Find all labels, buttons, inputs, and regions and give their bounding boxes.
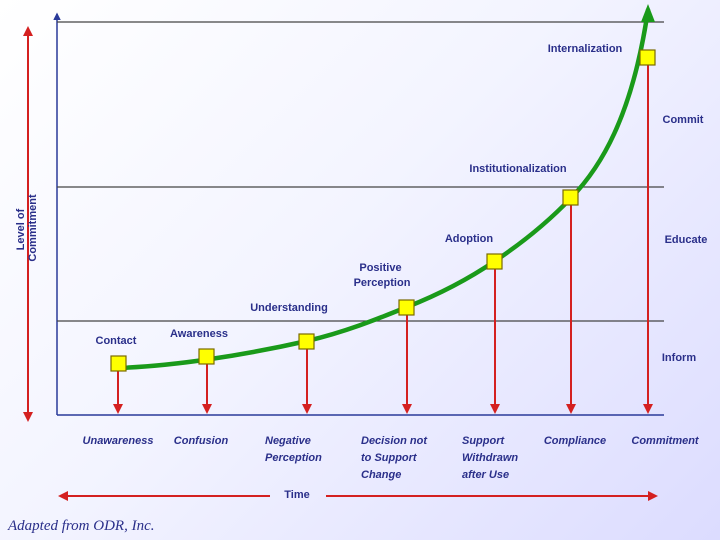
outcome-label-support-withdrawn-after-use: Support Withdrawn after Use [462,435,521,481]
marker-internalization [639,49,656,66]
commitment-curve [115,7,651,371]
outcome-label-unawareness: Unawareness [83,435,154,447]
stage-label-contact: Contact [96,335,137,347]
stage-label-institutionalization: Institutionalization [469,163,566,175]
phase-label-commit: Commit [663,114,704,126]
marker-awareness [198,348,215,365]
outcome-label-decision-not-to-support-change: Decision not to Support Change [361,435,430,481]
y-axis-label-line-2: Commitment [27,194,39,262]
outcome-label-confusion: Confusion [174,435,229,447]
stage-label-positive-perception: Positive Perception [354,262,411,289]
stage-label-awareness: Awareness [170,328,228,340]
outcome-label-commitment: Commitment [631,435,700,447]
outcome-label-compliance: Compliance [544,435,606,447]
marker-contact [110,355,127,372]
source-credit: Adapted from ODR, Inc. [8,518,155,534]
y-axis-label: Level of Commitment [15,194,39,262]
stage-label-understanding: Understanding [250,302,328,314]
curve-arrowhead [641,4,655,22]
marker-positive-perception [398,299,415,316]
x-axis-label: Time [284,489,309,501]
phase-label-educate: Educate [665,234,708,246]
outcome-label-negative-perception: Negative Perception [265,435,322,464]
stage-label-adoption: Adoption [445,233,494,245]
marker-understanding [298,333,315,350]
stage-label-internalization: Internalization [548,43,623,55]
phase-label-inform: Inform [662,352,696,364]
marker-institutionalization [562,189,579,206]
marker-adoption [486,253,503,270]
y-axis-label-line-1: Level of [15,208,27,250]
